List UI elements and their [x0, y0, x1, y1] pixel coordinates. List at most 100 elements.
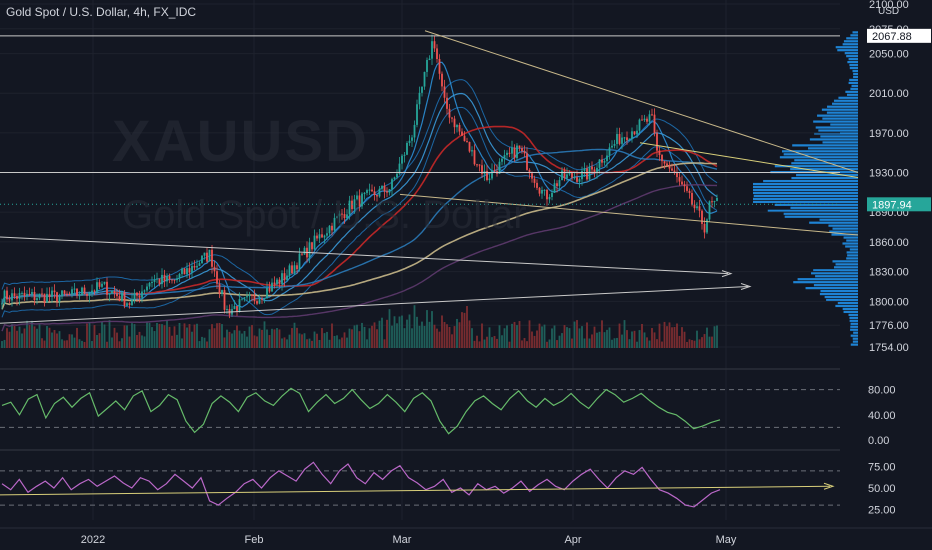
candle-body [441, 73, 443, 87]
candle-body [661, 154, 663, 162]
candle-body [583, 168, 586, 171]
volume-bar [443, 321, 446, 348]
candle-body [378, 188, 381, 197]
candle-body [676, 172, 678, 178]
volume-bar [591, 334, 593, 348]
trend-lines[interactable] [0, 30, 859, 324]
candle-body [581, 170, 583, 180]
volume-bar [176, 334, 178, 348]
volume-bar [366, 339, 368, 348]
volume-bar [483, 339, 486, 348]
volume-bar [48, 327, 51, 348]
price-tick-label: 2010.00 [869, 88, 909, 100]
candle-body [21, 292, 23, 294]
candle-body [88, 293, 91, 296]
volume-bar [508, 341, 511, 348]
volume-bar [416, 316, 418, 348]
volume-profile-bar [849, 66, 858, 70]
volume-bar [603, 332, 606, 348]
candle-body [251, 294, 253, 296]
candle-body [128, 303, 131, 306]
candle-body [326, 233, 328, 236]
candle-body [491, 170, 493, 179]
candle-body [603, 161, 606, 163]
volume-bar [253, 335, 256, 348]
candle-body [281, 273, 283, 284]
ma-mid-line [1, 92, 718, 304]
volume-bar [648, 340, 651, 348]
candle-body [543, 189, 546, 191]
candle-body [448, 108, 451, 118]
volume-bar [353, 325, 356, 348]
volume-bar [681, 327, 683, 348]
candle-body [438, 58, 441, 74]
volume-profile-bar [826, 111, 858, 114]
volume-bar [241, 333, 243, 348]
volume-bar [351, 329, 353, 348]
volume-bar [493, 336, 496, 348]
candle-body [106, 281, 108, 295]
volume-profile-bar [832, 260, 858, 263]
candle-body [463, 135, 466, 142]
oscillators: 80.00 40.00 0.00 75.00 50.00 25.00 [0, 368, 896, 516]
volume-bar [476, 335, 478, 348]
candle-body [528, 169, 531, 174]
candle-body [76, 288, 78, 296]
candle-body [413, 124, 416, 138]
volume-bar [198, 341, 201, 348]
candle-body [418, 92, 421, 105]
candle-body [78, 295, 81, 297]
candle-body [461, 131, 463, 136]
volume-bar [228, 331, 231, 348]
candle-body [241, 298, 243, 300]
price-tick-label: 1754.00 [869, 342, 909, 354]
candle-body [498, 161, 501, 174]
price-tick-label: 1776.00 [869, 320, 909, 332]
candle-body [268, 288, 271, 292]
volume-profile-bar [813, 269, 858, 272]
candle-body [431, 41, 433, 59]
volume-bar [541, 326, 543, 348]
volume-bar [281, 338, 283, 348]
volume-bar [628, 339, 631, 348]
volume-bar [191, 331, 193, 348]
volume-profile-bar [849, 316, 858, 319]
volume-bar [403, 328, 406, 348]
volume-profile-bar [817, 114, 858, 117]
volume-profile-bar [846, 93, 858, 96]
volume-bar [58, 331, 61, 348]
volume-bar [298, 333, 301, 348]
volume-bar [146, 322, 148, 348]
candle-body [301, 253, 303, 255]
candle-body [313, 235, 316, 250]
volume-bar [671, 327, 673, 348]
candle-body [311, 242, 313, 250]
candle-body [133, 292, 136, 300]
volume-bar [28, 325, 31, 348]
volume-profile-bar [753, 188, 858, 192]
volume-profile-bar [846, 251, 858, 254]
candle-body [646, 118, 648, 122]
volume-bar [26, 320, 28, 348]
candle-body [3, 290, 6, 304]
oscillator-1-line [1, 387, 721, 435]
candle-body [586, 168, 588, 180]
candle-body [223, 290, 226, 310]
volume-bar [208, 329, 211, 348]
volume-bar [288, 334, 291, 348]
candle-body [511, 147, 513, 154]
volume-profile-bar [753, 185, 858, 189]
volume-bar [286, 339, 288, 348]
candle-body [243, 297, 246, 299]
candle-body [618, 133, 621, 144]
candle-body [163, 274, 166, 282]
candle-body [481, 165, 483, 175]
candle-body [638, 119, 641, 131]
volume-bar [436, 328, 438, 348]
volume-bar [283, 337, 286, 348]
candle-body [621, 137, 623, 144]
volume-profile-bar [852, 340, 858, 343]
volume-profile-bar [794, 159, 858, 162]
